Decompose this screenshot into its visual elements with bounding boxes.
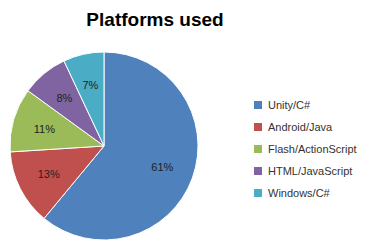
- svg-text:7%: 7%: [83, 79, 99, 91]
- svg-text:13%: 13%: [38, 168, 60, 180]
- svg-text:8%: 8%: [57, 92, 73, 104]
- html-text:Platforms used: Platforms used: [86, 9, 224, 30]
- html-text:Flash/ActionScript: Flash/ActionScript: [268, 143, 357, 155]
- svg-text:61%: 61%: [151, 161, 173, 173]
- html-text:Windows/C#: Windows/C#: [268, 187, 330, 199]
- html-text:Unity/C#: Unity/C#: [268, 99, 311, 111]
- html-text:Android/Java: Android/Java: [268, 121, 333, 133]
- svg-text:11%: 11%: [34, 123, 55, 135]
- html-text:HTML/JavaScript: HTML/JavaScript: [268, 165, 353, 177]
